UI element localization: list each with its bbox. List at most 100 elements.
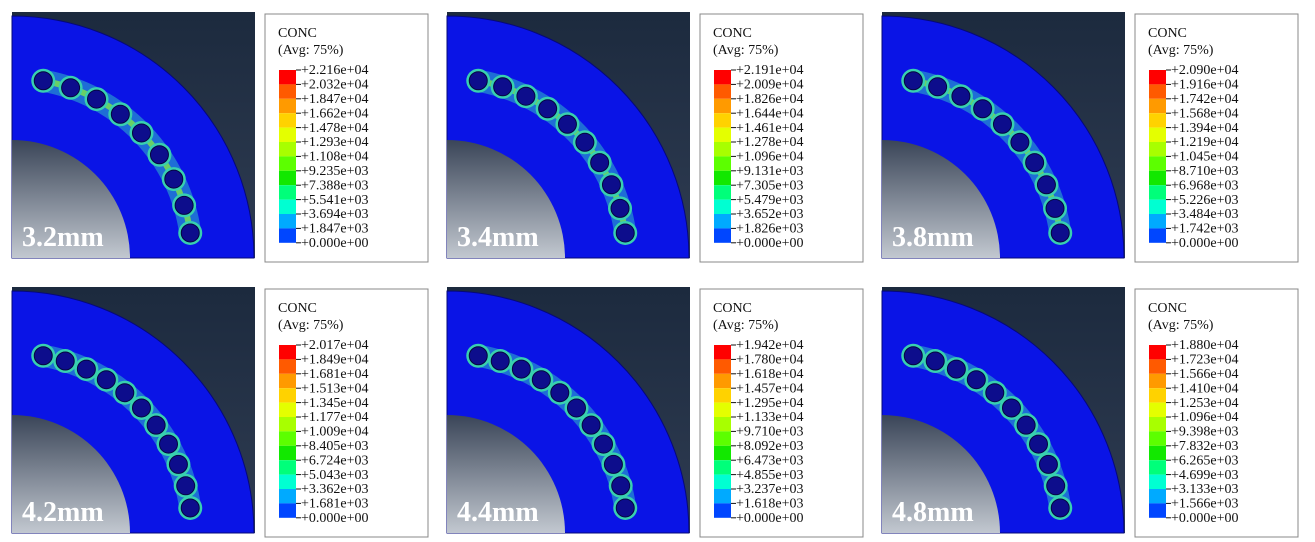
hole	[925, 351, 945, 371]
color-band	[279, 142, 296, 157]
hole	[557, 114, 577, 134]
color-band	[714, 445, 731, 461]
hole	[550, 383, 570, 403]
legend-level: +1.780e+04	[736, 353, 804, 368]
legend-level: +0.000e+00	[301, 236, 369, 251]
legend-level: +2.032e+04	[301, 78, 369, 93]
color-band	[1149, 503, 1166, 518]
color-band	[1149, 127, 1166, 142]
color-band	[714, 214, 731, 229]
color-band	[279, 388, 296, 403]
color-band	[1149, 460, 1166, 475]
color-band	[279, 228, 296, 243]
hole	[615, 223, 635, 243]
hole	[1050, 498, 1070, 518]
color-band	[714, 474, 731, 489]
color-band	[1149, 474, 1166, 489]
color-band	[714, 199, 731, 214]
hole	[131, 398, 151, 418]
color-band	[714, 388, 731, 403]
color-band	[1149, 170, 1166, 186]
color-band	[714, 503, 731, 518]
hole	[1010, 132, 1030, 152]
legend-level: +1.662e+04	[301, 106, 369, 121]
color-band	[279, 445, 296, 461]
hole	[131, 123, 151, 143]
color-band	[714, 170, 731, 186]
hole	[594, 434, 614, 454]
hole	[1046, 476, 1066, 496]
legend-level: +0.000e+00	[1171, 236, 1239, 251]
color-band	[279, 345, 296, 360]
hole	[538, 99, 558, 119]
legend-level: +1.681e+03	[301, 497, 369, 512]
color-band	[1149, 431, 1166, 446]
legend: CONC(Avg: 75%)+1.942e+04+1.780e+04+1.618…	[699, 288, 864, 538]
hole	[1025, 153, 1045, 173]
legend-level: +1.618e+04	[736, 367, 804, 382]
legend-level: +1.394e+04	[1171, 121, 1239, 136]
legend-level: +1.742e+03	[1171, 222, 1239, 237]
hole	[164, 169, 184, 189]
color-band	[279, 503, 296, 518]
legend-title: CONC	[713, 26, 752, 41]
color-band	[1149, 142, 1166, 157]
legend-level: +1.847e+03	[301, 222, 369, 237]
hole	[951, 86, 971, 106]
color-band	[714, 185, 731, 200]
color-band	[279, 70, 296, 85]
color-band	[279, 214, 296, 229]
color-band	[1149, 359, 1166, 374]
color-band	[279, 431, 296, 446]
legend-level: +1.880e+04	[1171, 338, 1239, 353]
color-band	[714, 113, 731, 128]
hole	[946, 359, 966, 379]
legend-title: CONC	[1148, 301, 1187, 316]
hole	[490, 351, 510, 371]
legend-level: +2.216e+04	[301, 63, 369, 78]
hole	[33, 346, 53, 366]
legend-level: +1.177e+04	[301, 410, 369, 425]
color-band	[1149, 228, 1166, 243]
color-band	[714, 345, 731, 360]
legend-level: +0.000e+00	[301, 511, 369, 526]
inner-region	[447, 415, 565, 533]
legend-level: +1.293e+04	[301, 135, 369, 150]
inner-region	[882, 140, 1000, 258]
legend-level: +2.009e+04	[736, 78, 804, 93]
color-band	[714, 98, 731, 114]
legend-level: +1.096e+04	[736, 150, 804, 165]
color-band	[1149, 185, 1166, 200]
legend-level: +8.405e+03	[301, 439, 369, 454]
legend-level: +1.457e+04	[736, 381, 804, 396]
legend-level: +9.398e+03	[1171, 425, 1239, 440]
legend-level: +2.090e+04	[1171, 63, 1239, 78]
hole	[511, 359, 531, 379]
hole	[61, 78, 81, 98]
legend-level: +1.723e+04	[1171, 353, 1239, 368]
inner-region	[12, 140, 130, 258]
legend-level: +1.045e+04	[1171, 150, 1239, 165]
legend-level: +3.694e+03	[301, 207, 369, 222]
legend-level: +1.942e+04	[736, 338, 804, 353]
panel-label: 4.2mm	[22, 497, 104, 528]
color-band	[279, 402, 296, 417]
legend-title: CONC	[278, 301, 317, 316]
panel-label: 4.4mm	[457, 497, 539, 528]
hole	[159, 434, 179, 454]
legend-level: +1.681e+04	[301, 367, 369, 382]
legend-level: +5.541e+03	[301, 193, 369, 208]
hole	[76, 359, 96, 379]
legend-level: +5.043e+03	[301, 468, 369, 483]
hole	[1050, 223, 1070, 243]
color-band	[714, 489, 731, 504]
inner-region	[882, 415, 1000, 533]
legend-level: +1.566e+03	[1171, 497, 1239, 512]
legend-level: +1.009e+04	[301, 425, 369, 440]
legend-level: +1.742e+04	[1171, 92, 1239, 107]
hole	[168, 454, 188, 474]
